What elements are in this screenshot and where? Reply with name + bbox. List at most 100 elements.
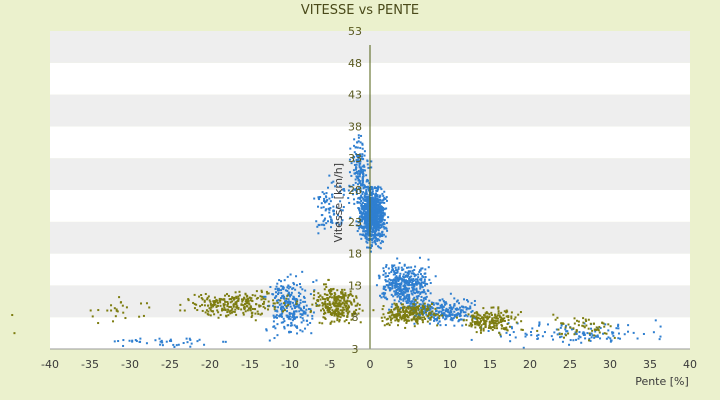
- scatter-point: [388, 308, 391, 311]
- scatter-point: [587, 318, 590, 321]
- scatter-point: [356, 146, 359, 149]
- scatter-point: [362, 169, 365, 172]
- scatter-point: [412, 286, 415, 289]
- scatter-point: [409, 302, 412, 305]
- scatter-point: [330, 226, 333, 229]
- scatter-point: [436, 306, 439, 309]
- scatter-point: [557, 328, 560, 331]
- scatter-point: [506, 310, 509, 313]
- scatter-point: [233, 310, 236, 313]
- scatter-point: [440, 306, 443, 309]
- scatter-point: [438, 310, 441, 313]
- scatter-point: [385, 284, 388, 287]
- scatter-point: [369, 227, 372, 230]
- scatter-point: [237, 299, 240, 302]
- scatter-point: [453, 310, 456, 313]
- scatter-point: [413, 275, 416, 278]
- scatter-point: [296, 332, 299, 335]
- scatter-point: [361, 208, 364, 211]
- scatter-point: [359, 166, 362, 169]
- scatter-point: [283, 302, 286, 305]
- scatter-point: [335, 206, 338, 209]
- scatter-point: [428, 322, 431, 325]
- scatter-point: [379, 220, 382, 223]
- scatter-point: [395, 288, 398, 291]
- scatter-point: [267, 292, 270, 295]
- scatter-point: [363, 186, 366, 189]
- scatter-point: [232, 310, 235, 313]
- x-tick-label: -40: [41, 358, 59, 371]
- scatter-point: [348, 306, 351, 309]
- scatter-point: [358, 220, 361, 223]
- scatter-point: [582, 321, 585, 324]
- scatter-point: [396, 292, 399, 295]
- scatter-point: [261, 295, 264, 298]
- scatter-point: [243, 297, 246, 300]
- scatter-point: [380, 210, 383, 213]
- scatter-point: [409, 306, 412, 309]
- scatter-point: [209, 302, 212, 305]
- scatter-point: [370, 187, 373, 190]
- scatter-point: [359, 212, 362, 215]
- scatter-point: [357, 178, 360, 181]
- scatter-point: [357, 160, 360, 163]
- scatter-point: [416, 280, 419, 283]
- scatter-point: [426, 305, 429, 308]
- scatter-point: [348, 300, 351, 303]
- scatter-point: [583, 322, 586, 325]
- scatter-point: [419, 316, 422, 319]
- scatter-point: [396, 314, 399, 317]
- scatter-point: [349, 216, 352, 219]
- scatter-point: [280, 306, 283, 309]
- scatter-point: [283, 304, 286, 307]
- scatter-point: [420, 281, 423, 284]
- scatter-point: [372, 233, 375, 236]
- scatter-point: [376, 189, 379, 192]
- scatter-point: [376, 211, 379, 214]
- scatter-point: [508, 333, 511, 336]
- scatter-point: [382, 287, 385, 290]
- scatter-point: [348, 184, 351, 187]
- scatter-point: [326, 299, 329, 302]
- scatter-point: [412, 312, 415, 315]
- scatter-point: [341, 301, 344, 304]
- scatter-point: [224, 294, 227, 297]
- scatter-point: [349, 147, 352, 150]
- scatter-point: [245, 305, 248, 308]
- scatter-point: [355, 175, 358, 178]
- scatter-point: [238, 294, 241, 297]
- scatter-point: [354, 178, 357, 181]
- scatter-point: [369, 193, 372, 196]
- scatter-point: [585, 320, 588, 323]
- scatter-point: [383, 316, 386, 319]
- scatter-point: [462, 306, 465, 309]
- scatter-point: [113, 307, 116, 310]
- scatter-point: [442, 308, 445, 311]
- scatter-point: [362, 233, 365, 236]
- scatter-point: [433, 319, 436, 322]
- scatter-point: [368, 230, 371, 233]
- scatter-point: [256, 296, 259, 299]
- scatter-point: [423, 302, 426, 305]
- scatter-point: [185, 337, 188, 340]
- scatter-point: [484, 320, 487, 323]
- scatter-point: [193, 303, 196, 306]
- scatter-point: [453, 315, 456, 318]
- scatter-point: [420, 283, 423, 286]
- scatter-point: [414, 265, 417, 268]
- scatter-point: [397, 294, 400, 297]
- scatter-point: [353, 188, 356, 191]
- scatter-point: [361, 202, 364, 205]
- scatter-point: [295, 301, 298, 304]
- scatter-point: [403, 284, 406, 287]
- scatter-point: [131, 340, 134, 343]
- scatter-point: [179, 309, 182, 312]
- scatter-point: [575, 332, 578, 335]
- scatter-point: [392, 278, 395, 281]
- scatter-point: [378, 275, 381, 278]
- scatter-point: [235, 306, 238, 309]
- scatter-point: [425, 313, 428, 316]
- scatter-point: [395, 292, 398, 295]
- scatter-point: [394, 285, 397, 288]
- scatter-point: [203, 299, 206, 302]
